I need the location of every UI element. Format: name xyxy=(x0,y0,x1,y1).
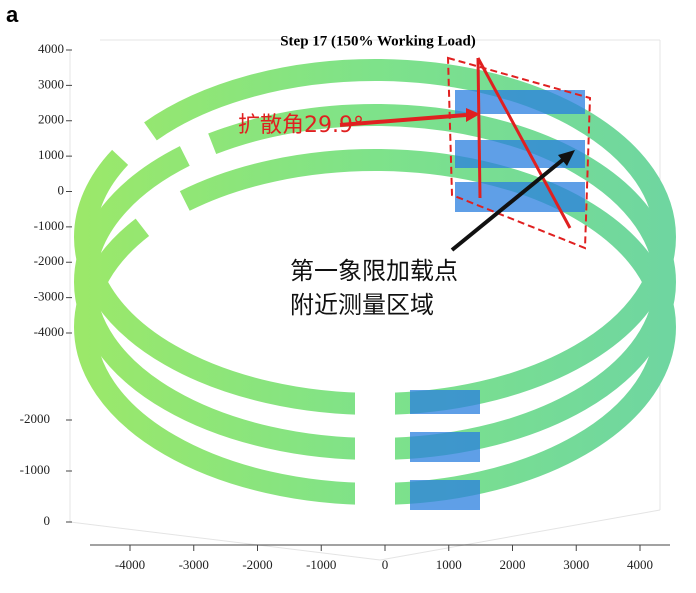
y-tick-label: 0 xyxy=(58,182,65,197)
panel-label: a xyxy=(6,2,19,27)
z-tick-label: -1000 xyxy=(20,462,50,477)
y-tick-label: -1000 xyxy=(34,218,64,233)
x-tick-label: -4000 xyxy=(115,557,145,572)
y-tick-label: 2000 xyxy=(38,112,64,127)
z-tick-label: -2000 xyxy=(20,411,50,426)
x-tick-label: 4000 xyxy=(627,557,653,572)
grid xyxy=(69,39,661,561)
x-tick-label: -3000 xyxy=(179,557,209,572)
note: 第一象限加载点 xyxy=(290,257,458,285)
y-tick-label: -4000 xyxy=(34,324,64,339)
note: 附近测量区域 xyxy=(290,291,434,319)
chart-title: Step 17 (150% Working Load) xyxy=(280,33,476,49)
z-tick-label: 0 xyxy=(44,513,51,528)
y-tick-label: -3000 xyxy=(34,289,64,304)
angle-annotation: 扩散角29.9° xyxy=(238,113,364,138)
x-tick-label: -1000 xyxy=(306,557,336,572)
blue-region xyxy=(410,90,585,510)
y-tick-label: 3000 xyxy=(38,76,64,91)
x-tick-label: 3000 xyxy=(563,557,589,572)
y-tick-label: 4000 xyxy=(38,41,64,56)
y-tick-label: 1000 xyxy=(38,147,64,162)
y-tick-label: -2000 xyxy=(34,253,64,268)
annotation-shapes xyxy=(339,56,592,252)
x-tick-label: 1000 xyxy=(436,557,462,572)
x-tick-label: 2000 xyxy=(500,557,526,572)
x-tick-label: -2000 xyxy=(242,557,272,572)
x-tick-label: 0 xyxy=(382,557,389,572)
